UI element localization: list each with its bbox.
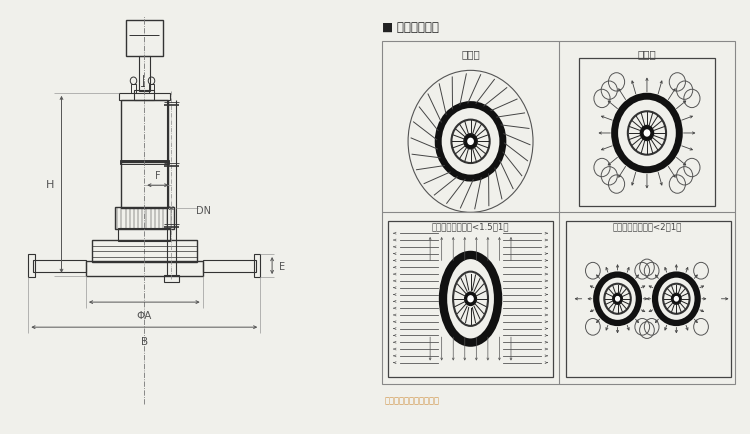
Bar: [388, 221, 554, 378]
Bar: [148, 85, 154, 94]
Circle shape: [468, 296, 473, 302]
Bar: [382, 42, 735, 384]
Bar: [33, 260, 86, 272]
Text: 長方形池（長：寬<1.5：1）: 長方形池（長：寬<1.5：1）: [432, 222, 509, 231]
Circle shape: [465, 293, 476, 306]
Circle shape: [613, 294, 622, 305]
Text: H: H: [46, 180, 54, 190]
Bar: [28, 254, 34, 277]
Text: 圓形池: 圓形池: [461, 49, 480, 59]
Bar: [254, 254, 260, 277]
Bar: [134, 91, 154, 101]
Circle shape: [671, 294, 681, 305]
Circle shape: [644, 131, 650, 137]
Bar: [164, 275, 178, 283]
Circle shape: [674, 297, 678, 301]
Bar: [121, 100, 168, 163]
Bar: [115, 208, 174, 230]
Bar: [120, 161, 169, 165]
Text: ■ 推荐布置選型: ■ 推荐布置選型: [382, 21, 439, 34]
Circle shape: [640, 126, 653, 141]
Bar: [202, 260, 256, 272]
Text: DN: DN: [196, 206, 211, 216]
Bar: [86, 261, 202, 276]
Text: E: E: [279, 261, 286, 271]
Circle shape: [616, 297, 620, 301]
Bar: [118, 229, 170, 241]
Text: F: F: [155, 171, 160, 181]
Bar: [139, 56, 150, 92]
Text: ΦA: ΦA: [136, 311, 152, 321]
Bar: [92, 240, 196, 262]
Bar: [125, 21, 163, 56]
Bar: [119, 94, 170, 101]
Circle shape: [468, 139, 473, 145]
Circle shape: [464, 135, 477, 149]
Text: 东菞市正玚机械有限公司: 东菞市正玚机械有限公司: [384, 396, 439, 405]
Text: B: B: [141, 336, 148, 346]
Text: 方形池: 方形池: [638, 49, 656, 59]
Bar: [121, 162, 168, 209]
Bar: [566, 221, 731, 378]
Text: 長方形池（長：寬<2：1）: 長方形池（長：寬<2：1）: [612, 222, 682, 231]
Bar: [579, 59, 715, 207]
Bar: [130, 85, 136, 94]
